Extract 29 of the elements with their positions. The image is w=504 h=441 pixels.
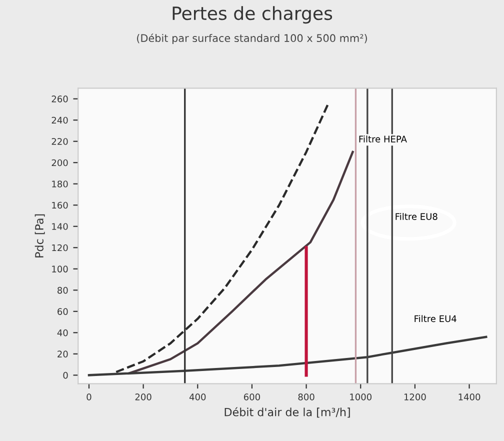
x-tick-label: 1200	[404, 394, 426, 400]
x-tick-label: 800	[298, 394, 314, 400]
y-tick-label: 200	[52, 159, 68, 166]
y-tick-label: 140	[52, 223, 68, 230]
y-tick-label: 0	[63, 372, 68, 379]
y-tick-label: 60	[58, 308, 68, 315]
y-tick-label: 100	[52, 266, 68, 272]
y-tick-label: 260	[52, 96, 68, 102]
ref-line-label: Filtre HEPA	[359, 135, 407, 142]
x-tick-label: 200	[135, 394, 152, 400]
x-tick-label: 1400	[458, 394, 480, 400]
x-tick-label: 0	[86, 394, 92, 400]
y-tick-label: 240	[52, 116, 68, 124]
x-tick-label: 400	[189, 394, 206, 400]
y-tick-label: 180	[52, 180, 68, 188]
y-tick-label: 120	[52, 244, 68, 252]
annotation: Filtre EU4	[414, 315, 456, 322]
chart-subtitle: (Débit par surface standard 100 x 500 mm²)	[137, 34, 367, 44]
ref-line-label: Filtre EU8	[396, 212, 438, 220]
y-tick-label: 220	[52, 138, 68, 145]
y-axis-title: Pdc [Pa]	[34, 214, 45, 258]
chart-title: Pertes de charges	[172, 6, 332, 24]
x-axis-title: Débit d'air de la [m³/h]	[224, 407, 350, 418]
x-tick-label: 600	[244, 394, 260, 400]
y-tick-label: 40	[57, 329, 68, 336]
y-tick-label: 160	[52, 202, 68, 209]
y-tick-label: 80	[58, 286, 68, 294]
x-tick-label: 1000	[350, 394, 372, 400]
y-tick-label: 20	[58, 350, 68, 358]
